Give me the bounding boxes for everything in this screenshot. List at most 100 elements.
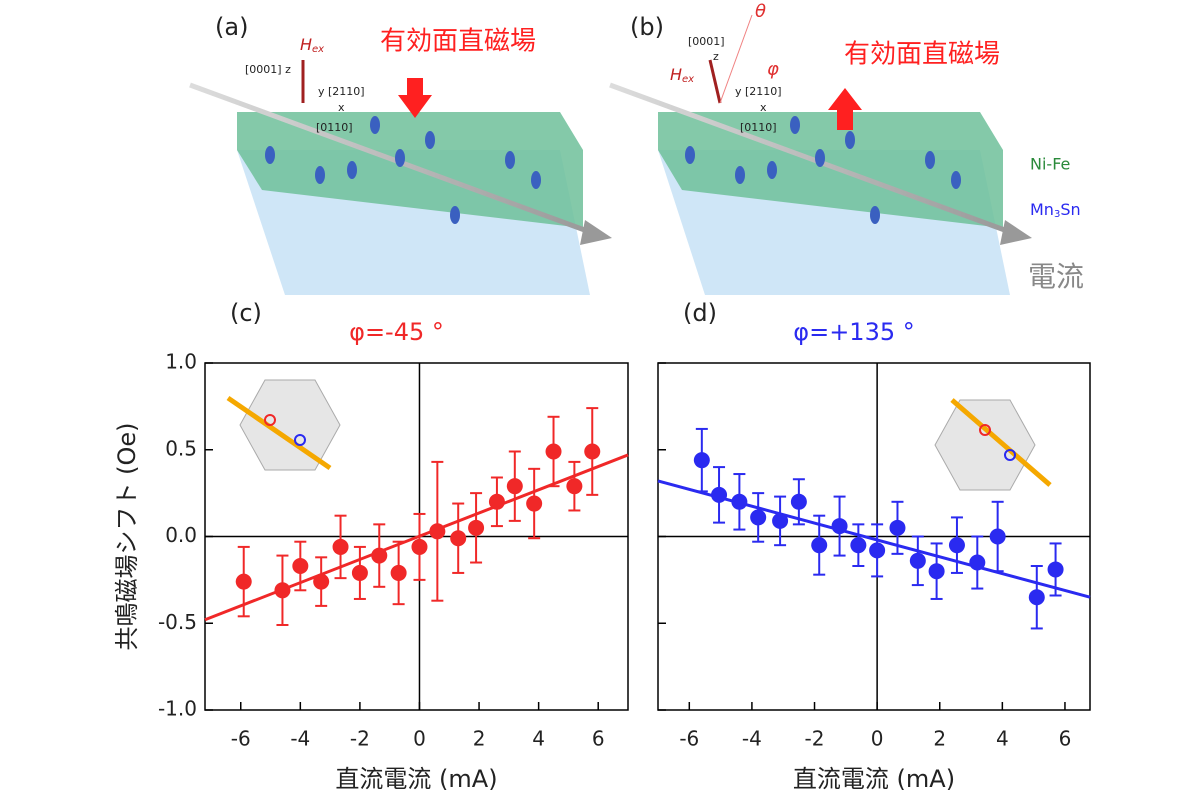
current-arrow [609, 82, 1011, 235]
point [989, 528, 1006, 545]
point [371, 547, 388, 564]
point [869, 542, 886, 559]
x-tick-label: 6 [592, 727, 605, 751]
y-tick-label: 1.0 [165, 350, 197, 374]
hex-sub: ex [312, 44, 324, 55]
point [909, 552, 926, 569]
nife-label: Ni-Fe [1030, 155, 1070, 174]
chart-title: φ=+135 ° [793, 318, 915, 346]
current-head [580, 220, 612, 245]
y-axis-label: 共鳴磁場シフト (Oe) [113, 422, 141, 650]
x-axis-label: 直流電流 (mA) [335, 765, 497, 793]
x-tick-label: 4 [996, 727, 1009, 751]
field-label: 有効面直磁場 [844, 40, 1000, 70]
point [928, 563, 945, 580]
x-tick-label: 2 [933, 727, 946, 751]
chart-title: φ=-45 ° [349, 318, 444, 346]
inset-c [226, 379, 341, 471]
x-tick-label: -4 [290, 727, 310, 751]
hex-h: H [300, 35, 312, 54]
fit-line [204, 453, 629, 622]
axis-x: x [760, 101, 767, 114]
point [566, 478, 583, 495]
axis-z: [0001] z [245, 63, 291, 76]
theta-label: θ [755, 1, 766, 22]
point [772, 512, 789, 529]
current-arrow [189, 82, 591, 235]
mn: Mn [1030, 200, 1054, 219]
field-arrow [828, 88, 862, 130]
point [693, 452, 710, 469]
point [468, 519, 485, 536]
point [390, 564, 407, 581]
panel-label: (c) [230, 299, 262, 327]
x-tick-label: 4 [532, 727, 545, 751]
y-tick-label: -0.5 [158, 610, 197, 634]
point [811, 537, 828, 554]
point [750, 509, 767, 526]
point [711, 486, 728, 503]
point [1028, 589, 1045, 606]
current-head [1000, 220, 1032, 245]
hex-arrow [708, 59, 722, 104]
point [545, 443, 562, 460]
point [488, 493, 505, 510]
x-tick-label: -4 [742, 727, 762, 751]
sn: Sn [1060, 200, 1080, 219]
axis-x: x [338, 101, 345, 114]
axis-x-dir: [0110] [316, 121, 353, 134]
x-tick-label: -6 [679, 727, 699, 751]
x-tick-label: -6 [231, 727, 251, 751]
axis-x-dir: [0110] [740, 121, 777, 134]
point [450, 530, 467, 547]
point [274, 582, 291, 599]
x-tick-label: 0 [871, 727, 884, 751]
field-label: 有効面直磁場 [380, 27, 536, 57]
point [332, 538, 349, 555]
point [831, 518, 848, 535]
point [292, 557, 309, 574]
spins [265, 116, 541, 224]
field-arrow [398, 78, 432, 118]
point [850, 537, 867, 554]
axis-y: y [2110] [735, 85, 782, 98]
point [351, 564, 368, 581]
point [526, 495, 543, 512]
x-tick-label: 6 [1059, 727, 1072, 751]
point [235, 573, 252, 590]
point [506, 478, 523, 495]
x-axis-label: 直流電流 (mA) [793, 765, 955, 793]
x-tick-label: 0 [413, 727, 426, 751]
panel-label: (a) [215, 13, 248, 41]
schematic-a [189, 60, 612, 295]
point [584, 443, 601, 460]
hex-label: Hex [300, 35, 324, 56]
x-tick-label: -2 [350, 727, 370, 751]
schematic-b [609, 14, 1032, 295]
x-tick-label: 2 [473, 727, 486, 751]
point [948, 537, 965, 554]
point [731, 493, 748, 510]
hex-label: Hex [670, 65, 694, 86]
hex-sub: ex [682, 74, 694, 85]
axis-z-dir: [0001] [688, 35, 725, 48]
y-tick-label: 0.5 [165, 436, 197, 460]
point [429, 523, 446, 540]
theta-line [719, 14, 753, 104]
fit-line [657, 479, 1091, 599]
hex-h: H [670, 65, 682, 84]
sub3: 3 [1054, 209, 1060, 220]
y-tick-label: -1.0 [158, 697, 197, 721]
inset-d [934, 398, 1052, 491]
point [313, 573, 330, 590]
point [889, 519, 906, 536]
point [411, 538, 428, 555]
mn3sn-label: Mn3Sn [1030, 200, 1081, 221]
phi-label: φ [767, 59, 779, 80]
current-label: 電流 [1028, 260, 1084, 293]
point [969, 554, 986, 571]
x-tick-label: -2 [805, 727, 825, 751]
panel-label: (d) [683, 299, 717, 327]
point [790, 493, 807, 510]
